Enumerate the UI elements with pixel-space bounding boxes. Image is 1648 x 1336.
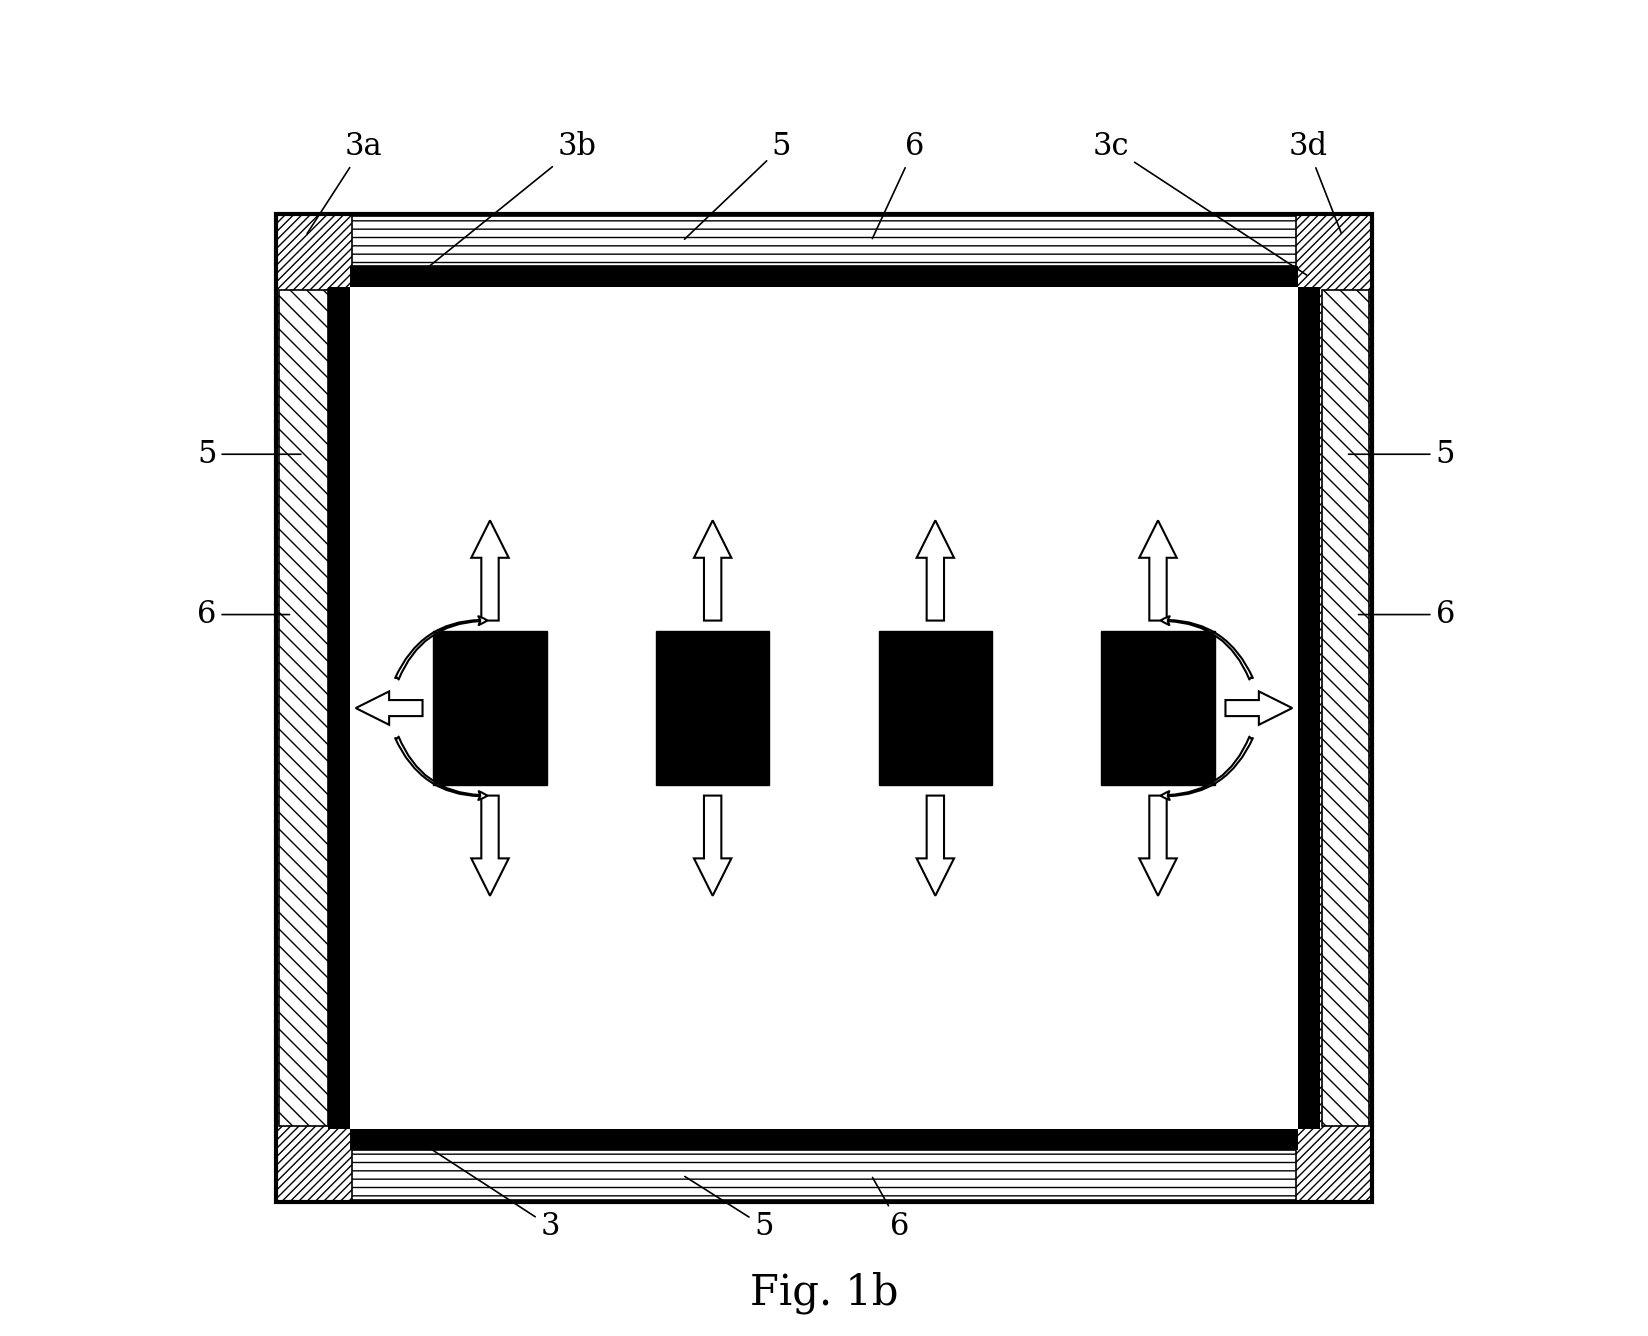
FancyArrowPatch shape	[396, 736, 488, 800]
FancyArrow shape	[694, 796, 732, 896]
Bar	[353, 216, 1295, 266]
FancyArrow shape	[471, 796, 509, 896]
Text: 3d: 3d	[1289, 131, 1341, 234]
Bar	[349, 1129, 1299, 1150]
FancyArrow shape	[1226, 692, 1292, 725]
Text: 3a: 3a	[307, 131, 382, 234]
Bar	[1101, 632, 1215, 786]
Bar	[656, 632, 770, 786]
Bar	[328, 287, 349, 1129]
Text: Fig. 1b: Fig. 1b	[750, 1272, 898, 1315]
FancyArrow shape	[471, 521, 509, 620]
Text: 6: 6	[1358, 599, 1455, 631]
Text: 6: 6	[198, 599, 290, 631]
FancyArrow shape	[916, 521, 954, 620]
FancyArrow shape	[916, 796, 954, 896]
Text: 5: 5	[1348, 438, 1455, 470]
FancyArrow shape	[356, 692, 422, 725]
Bar	[349, 266, 1299, 287]
Bar	[279, 290, 328, 1126]
Text: 3b: 3b	[419, 131, 597, 275]
FancyArrowPatch shape	[1160, 736, 1252, 800]
Text: 5: 5	[198, 438, 302, 470]
Text: 5: 5	[686, 1177, 773, 1242]
Bar	[353, 1150, 1295, 1200]
Text: 3c: 3c	[1093, 131, 1307, 275]
Text: 6: 6	[872, 131, 925, 239]
Bar	[433, 632, 547, 786]
FancyArrow shape	[694, 521, 732, 620]
Bar	[277, 214, 1371, 1202]
FancyArrow shape	[1139, 521, 1177, 620]
Bar	[1322, 290, 1369, 1126]
Text: 6: 6	[872, 1177, 910, 1242]
FancyArrow shape	[1139, 796, 1177, 896]
Text: 5: 5	[684, 131, 791, 239]
Bar	[349, 287, 1299, 1129]
FancyArrowPatch shape	[396, 616, 488, 680]
Text: 3: 3	[419, 1141, 560, 1242]
FancyArrowPatch shape	[1160, 616, 1252, 680]
Bar	[878, 632, 992, 786]
Bar	[1299, 287, 1320, 1129]
